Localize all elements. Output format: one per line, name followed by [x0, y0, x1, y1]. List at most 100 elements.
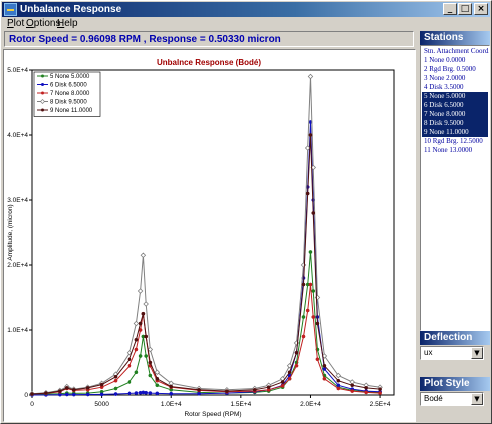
- title-bar[interactable]: Unbalance Response _ □ ×: [2, 2, 490, 17]
- station-item[interactable]: 2 Rgd Brg. 0.5000: [424, 65, 476, 73]
- data-point: [85, 392, 90, 397]
- data-point: [99, 382, 104, 387]
- data-point: [154, 369, 161, 376]
- data-point: [286, 362, 293, 369]
- legend-label: 7 None 8.0000: [50, 91, 90, 97]
- data-point: [127, 380, 132, 384]
- menu-options[interactable]: Options: [26, 18, 60, 29]
- close-button[interactable]: ×: [474, 3, 488, 15]
- data-point: [336, 378, 341, 383]
- legend-box: [33, 71, 101, 117]
- data-point: [301, 334, 306, 339]
- station-list-header: Stn. Attachment Coord.: [424, 47, 490, 55]
- data-point: [197, 391, 201, 396]
- x-tick-label: 2.0E+4: [300, 401, 321, 408]
- data-point: [44, 391, 48, 395]
- station-item[interactable]: 11 None 13.0000: [424, 146, 473, 154]
- data-point: [307, 73, 314, 80]
- menu-help-label: elp: [64, 18, 78, 29]
- x-axis-label: Rotor Speed (RPM): [184, 411, 241, 418]
- data-point: [308, 133, 313, 137]
- legend-marker: [40, 99, 45, 104]
- menu-plot-accel: P: [7, 18, 14, 29]
- data-point: [252, 387, 257, 392]
- data-point: [126, 349, 133, 356]
- y-tick-label: 3.0E+4: [7, 197, 28, 204]
- stations-header: Stations: [420, 31, 490, 45]
- data-point: [155, 391, 160, 396]
- station-item[interactable]: 10 Rgd Brg. 12.5000: [424, 137, 483, 145]
- minimize-button[interactable]: _: [443, 3, 457, 15]
- station-item[interactable]: 8 Disk 9.5000: [422, 119, 488, 128]
- station-item[interactable]: 4 Disk 3.5000: [424, 83, 464, 91]
- series-line-2: [31, 121, 381, 396]
- y-axis-label: Amplitude, (micron): [7, 204, 14, 260]
- station-item[interactable]: 3 None 2.0000: [424, 74, 466, 82]
- legend-marker: [41, 74, 44, 78]
- data-point: [148, 360, 153, 365]
- data-point: [71, 392, 76, 397]
- menu-help[interactable]: Help: [57, 18, 78, 29]
- legend-label: 9 None 11.0000: [50, 108, 93, 114]
- station-item[interactable]: 5 None 5.0000: [422, 92, 488, 101]
- data-point: [301, 315, 306, 319]
- data-point: [336, 383, 341, 388]
- plotstyle-header: Plot Style: [420, 377, 490, 391]
- data-point: [148, 373, 153, 378]
- y-tick-label: 1.0E+4: [7, 327, 28, 334]
- data-point: [127, 363, 132, 368]
- data-point: [127, 357, 132, 362]
- deflection-value: ux: [424, 348, 433, 357]
- x-tick-label: 2.5E+4: [370, 401, 391, 408]
- data-point: [113, 374, 118, 379]
- status-strip: Rotor Speed = 0.96098 RPM , Response = 0…: [4, 31, 414, 47]
- data-point: [113, 378, 118, 383]
- deflection-header: Deflection: [420, 331, 490, 345]
- data-point: [294, 350, 299, 355]
- legend-marker: [41, 108, 44, 112]
- data-point: [134, 337, 139, 342]
- station-item[interactable]: 9 None 11.0000: [422, 128, 488, 137]
- data-point: [364, 386, 369, 390]
- data-point: [287, 376, 292, 381]
- data-point: [85, 386, 90, 390]
- data-point: [322, 367, 327, 371]
- deflection-select[interactable]: ux ▼: [420, 346, 484, 360]
- data-point: [155, 376, 160, 381]
- station-item[interactable]: 7 None 8.0000: [422, 110, 488, 119]
- data-point: [280, 380, 285, 384]
- chevron-down-icon[interactable]: ▼: [471, 393, 483, 405]
- data-point: [305, 308, 310, 313]
- data-point: [311, 315, 316, 319]
- data-point: [99, 392, 104, 397]
- data-point: [287, 370, 292, 375]
- station-item[interactable]: 1 None 0.0000: [424, 56, 466, 64]
- series-line-3: [31, 284, 381, 395]
- y-tick-label: 4.0E+4: [7, 132, 28, 139]
- data-point: [144, 390, 149, 395]
- plot-frame: [31, 69, 395, 396]
- plot-panel[interactable]: Unbalnce Response (Bodé) 0 5000 1.0E+4 1.5E+…: [3, 49, 416, 422]
- y-tick-label: 2.0E+4: [7, 262, 28, 269]
- data-point: [113, 386, 118, 391]
- menu-options-accel: O: [26, 18, 34, 29]
- data-point: [322, 363, 327, 368]
- data-point: [364, 390, 369, 395]
- maximize-button[interactable]: □: [458, 3, 472, 15]
- station-item[interactable]: 6 Disk 6.5000: [422, 101, 488, 110]
- data-point: [133, 320, 140, 327]
- data-point: [141, 311, 146, 316]
- data-point: [138, 354, 143, 358]
- data-point: [138, 321, 143, 326]
- data-point: [266, 385, 271, 390]
- plotstyle-value: Bodé: [424, 394, 443, 403]
- data-point: [64, 386, 69, 390]
- chevron-down-icon[interactable]: ▼: [471, 347, 483, 359]
- data-point: [322, 376, 327, 381]
- plotstyle-select[interactable]: Bodé ▼: [420, 392, 484, 406]
- bode-chart[interactable]: Unbalnce Response (Bodé) 0 5000 1.0E+4 1.5E+…: [4, 50, 415, 421]
- menu-plot[interactable]: Plot: [7, 18, 24, 29]
- station-list[interactable]: Stn. Attachment Coord. 1 None 0.0000 2 Rgd…: [420, 45, 490, 331]
- legend-label: 6 Disk 6.5000: [50, 83, 87, 89]
- data-point: [280, 384, 285, 388]
